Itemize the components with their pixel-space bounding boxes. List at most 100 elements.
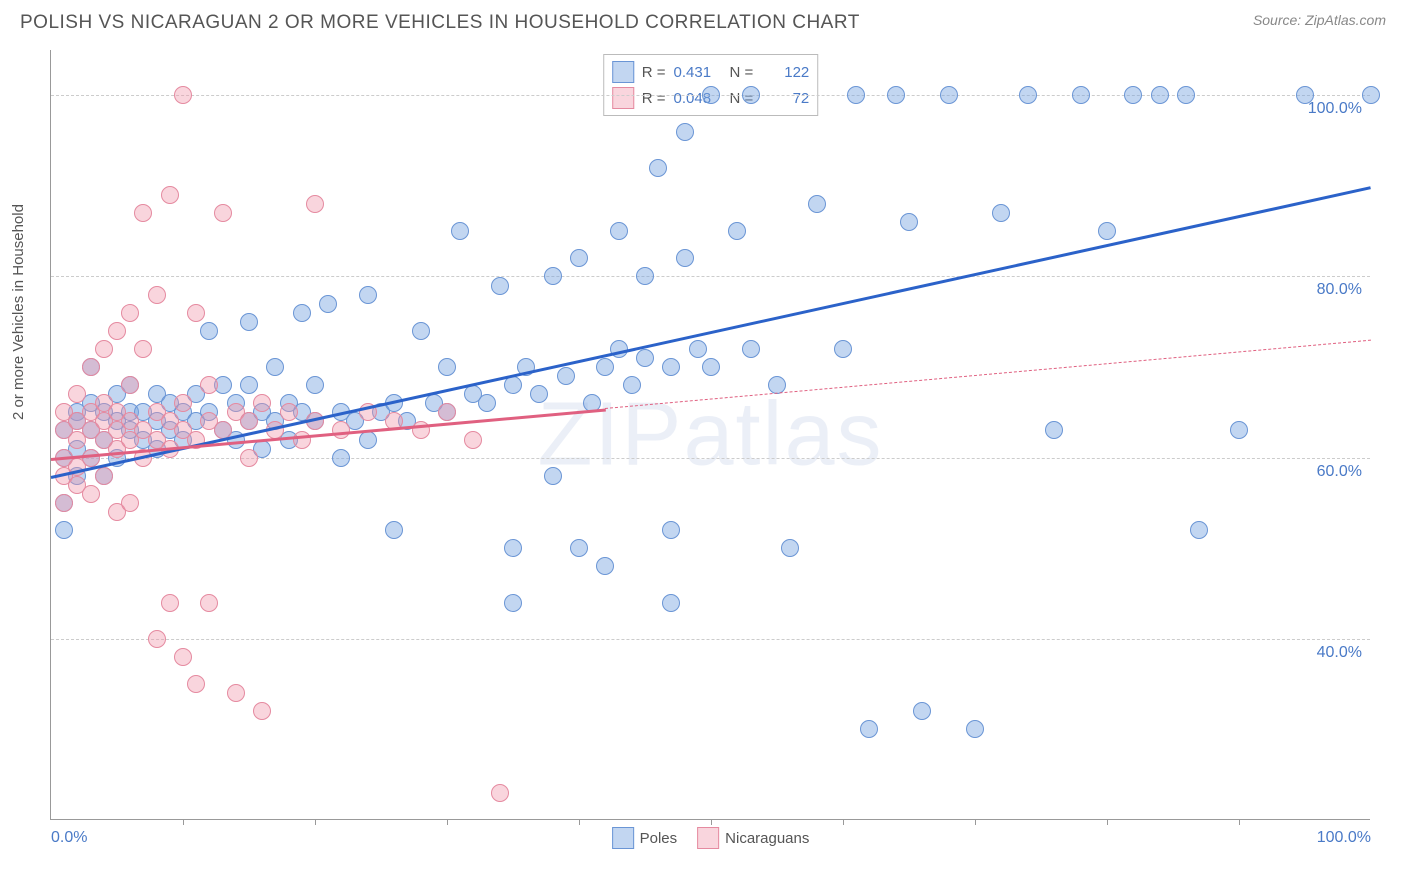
data-point — [187, 675, 205, 693]
legend-n-value: 72 — [761, 90, 809, 107]
data-point — [662, 521, 680, 539]
data-point — [623, 376, 641, 394]
data-point — [900, 213, 918, 231]
data-point — [253, 702, 271, 720]
data-point — [253, 394, 271, 412]
data-point — [438, 358, 456, 376]
data-point — [240, 376, 258, 394]
data-point — [266, 358, 284, 376]
grid-line — [51, 276, 1370, 277]
data-point — [200, 376, 218, 394]
data-point — [319, 295, 337, 313]
data-point — [227, 684, 245, 702]
data-point — [570, 539, 588, 557]
data-point — [491, 277, 509, 295]
data-point — [1124, 86, 1142, 104]
y-tick-label: 60.0% — [1317, 463, 1362, 481]
legend-label: Nicaraguans — [725, 830, 809, 847]
x-tick — [183, 819, 184, 825]
data-point — [636, 267, 654, 285]
legend-r-label: R = — [642, 90, 666, 107]
x-tick — [579, 819, 580, 825]
data-point — [95, 467, 113, 485]
scatter-chart: ZIPatlas R =0.431N =122R =0.048N =72 Pol… — [50, 50, 1370, 820]
data-point — [570, 249, 588, 267]
data-point — [134, 204, 152, 222]
data-point — [280, 403, 298, 421]
x-tick-label: 100.0% — [1317, 829, 1371, 847]
data-point — [121, 376, 139, 394]
data-point — [451, 222, 469, 240]
data-point — [95, 340, 113, 358]
x-tick-label: 0.0% — [51, 829, 87, 847]
data-point — [293, 431, 311, 449]
data-point — [676, 249, 694, 267]
data-point — [702, 86, 720, 104]
data-point — [332, 449, 350, 467]
legend-label: Poles — [640, 830, 678, 847]
data-point — [82, 358, 100, 376]
data-point — [385, 521, 403, 539]
data-point — [68, 385, 86, 403]
data-point — [940, 86, 958, 104]
data-point — [728, 222, 746, 240]
data-point — [240, 449, 258, 467]
data-point — [174, 648, 192, 666]
data-point — [148, 286, 166, 304]
data-point — [464, 431, 482, 449]
series-legend: Poles Nicaraguans — [612, 827, 810, 849]
chart-title: POLISH VS NICARAGUAN 2 OR MORE VEHICLES … — [20, 12, 860, 34]
y-tick-label: 40.0% — [1317, 644, 1362, 662]
legend-swatch — [697, 827, 719, 849]
data-point — [887, 86, 905, 104]
data-point — [702, 358, 720, 376]
grid-line — [51, 639, 1370, 640]
data-point — [610, 222, 628, 240]
correlation-legend: R =0.431N =122R =0.048N =72 — [603, 54, 819, 116]
data-point — [187, 304, 205, 322]
legend-swatch — [612, 87, 634, 109]
data-point — [1098, 222, 1116, 240]
chart-header: POLISH VS NICARAGUAN 2 OR MORE VEHICLES … — [0, 0, 1406, 38]
data-point — [121, 494, 139, 512]
data-point — [596, 358, 614, 376]
data-point — [504, 539, 522, 557]
data-point — [504, 594, 522, 612]
data-point — [1045, 421, 1063, 439]
data-point — [649, 159, 667, 177]
data-point — [742, 86, 760, 104]
data-point — [742, 340, 760, 358]
data-point — [359, 286, 377, 304]
data-point — [834, 340, 852, 358]
data-point — [82, 485, 100, 503]
data-point — [1296, 86, 1314, 104]
data-point — [161, 594, 179, 612]
data-point — [148, 630, 166, 648]
y-tick-label: 100.0% — [1308, 100, 1362, 118]
data-point — [214, 204, 232, 222]
data-point — [781, 539, 799, 557]
trend-line — [51, 186, 1372, 479]
data-point — [530, 385, 548, 403]
data-point — [306, 376, 324, 394]
data-point — [55, 494, 73, 512]
data-point — [240, 313, 258, 331]
chart-source: Source: ZipAtlas.com — [1253, 12, 1386, 28]
data-point — [557, 367, 575, 385]
legend-swatch — [612, 827, 634, 849]
data-point — [1230, 421, 1248, 439]
data-point — [992, 204, 1010, 222]
data-point — [662, 358, 680, 376]
data-point — [200, 594, 218, 612]
legend-item: Poles — [612, 827, 678, 849]
legend-row: R =0.431N =122 — [612, 59, 810, 85]
data-point — [913, 702, 931, 720]
data-point — [293, 304, 311, 322]
data-point — [306, 195, 324, 213]
x-tick — [447, 819, 448, 825]
data-point — [478, 394, 496, 412]
data-point — [174, 394, 192, 412]
legend-swatch — [612, 61, 634, 83]
data-point — [1177, 86, 1195, 104]
data-point — [676, 123, 694, 141]
